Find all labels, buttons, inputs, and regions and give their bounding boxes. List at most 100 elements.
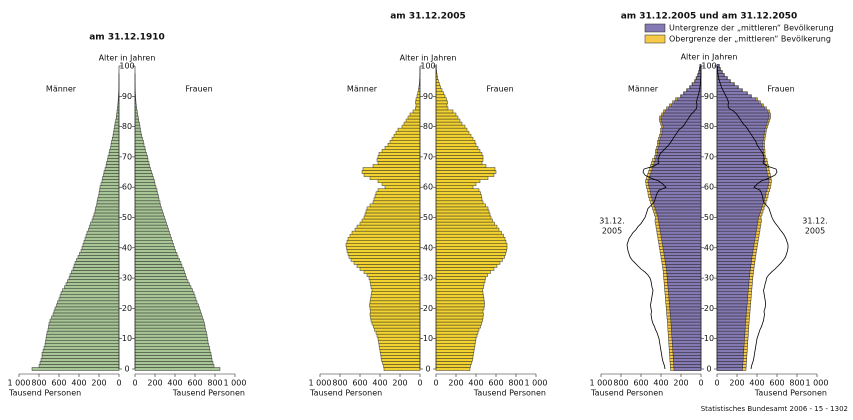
bar: [135, 125, 140, 128]
side-label: Männer: [46, 85, 77, 94]
bar: [673, 349, 701, 352]
bar: [116, 119, 119, 122]
bar: [83, 243, 119, 246]
bar: [402, 125, 420, 128]
bar: [436, 152, 482, 155]
bar: [717, 304, 747, 307]
bar: [652, 168, 701, 171]
y-tick-label: 10: [423, 334, 433, 343]
bar: [95, 210, 119, 213]
bar: [436, 283, 484, 286]
bar: [348, 237, 420, 240]
bar: [436, 164, 486, 167]
bar: [135, 346, 210, 349]
bar: [135, 304, 199, 307]
bar: [717, 346, 744, 349]
bar: [85, 237, 119, 240]
bar: [436, 171, 496, 174]
bar: [669, 301, 701, 304]
bar: [717, 358, 743, 361]
bar: [436, 110, 453, 113]
bar: [436, 210, 489, 213]
bar: [135, 352, 211, 355]
bar: [654, 204, 701, 207]
bar: [436, 201, 483, 204]
bar: [436, 183, 476, 186]
bar: [673, 358, 701, 361]
bar: [436, 340, 476, 343]
y-tick-label: 30: [704, 274, 714, 283]
bar: [717, 234, 756, 237]
bar: [717, 143, 763, 146]
bar: [416, 101, 421, 104]
y-tick-label: 30: [423, 274, 433, 283]
bar: [135, 192, 158, 195]
bar: [717, 104, 762, 107]
bar: [135, 213, 164, 216]
bar: [135, 201, 160, 204]
bar: [72, 271, 120, 274]
bar: [717, 258, 752, 261]
y-tick-label: 70: [423, 152, 433, 161]
bar: [347, 240, 420, 243]
x-axis-label: Tausend Personen: [172, 389, 245, 398]
bar: [135, 219, 166, 222]
bar: [381, 352, 421, 355]
bar: [665, 258, 701, 261]
bar: [135, 152, 147, 155]
bar: [717, 219, 758, 222]
bar: [135, 301, 197, 304]
bar: [657, 213, 701, 216]
bar: [135, 310, 201, 313]
bar: [381, 355, 420, 358]
bar: [74, 264, 119, 267]
bar: [49, 325, 120, 328]
bar: [669, 298, 701, 301]
x-tick-label: 1 000: [806, 379, 829, 388]
bar: [436, 343, 475, 346]
bar: [665, 255, 702, 258]
bar: [717, 243, 754, 246]
bar: [106, 164, 119, 167]
bar: [84, 240, 119, 243]
bar: [673, 346, 701, 349]
y-tick-label: 70: [704, 152, 714, 161]
bar: [60, 295, 119, 298]
bar: [436, 249, 507, 252]
bar: [408, 116, 420, 119]
bar: [32, 367, 119, 370]
y-tick-label: 40: [122, 243, 132, 252]
y-tick-label: 80: [423, 122, 433, 131]
bar: [103, 177, 120, 180]
bar: [135, 174, 153, 177]
y-tick-label: 60: [122, 183, 132, 192]
bar: [99, 192, 119, 195]
bar: [717, 146, 763, 149]
bar: [42, 352, 119, 355]
bar: [374, 198, 420, 201]
bar: [390, 140, 420, 143]
bar: [670, 313, 701, 316]
bar: [44, 346, 119, 349]
bar: [717, 295, 748, 298]
bar: [668, 289, 701, 292]
bar: [671, 319, 701, 322]
bar: [114, 131, 120, 134]
legend-label: Obergrenze der „mittleren“ Bevölkerung: [669, 35, 831, 44]
bar: [135, 146, 145, 149]
x-tick-label: 200: [392, 379, 407, 388]
bar: [112, 137, 119, 140]
bar: [68, 280, 120, 283]
bar: [436, 168, 495, 171]
x-tick-label: 600: [769, 379, 784, 388]
bar: [360, 267, 420, 270]
x-tick-label: 200: [147, 379, 162, 388]
bar: [347, 246, 421, 249]
bar: [135, 231, 170, 234]
x-axis-label: Tausend Personen: [309, 389, 382, 398]
bar: [372, 292, 421, 295]
x-tick-label: 800: [508, 379, 523, 388]
bar: [436, 240, 506, 243]
bar: [59, 298, 119, 301]
bar: [436, 98, 447, 101]
